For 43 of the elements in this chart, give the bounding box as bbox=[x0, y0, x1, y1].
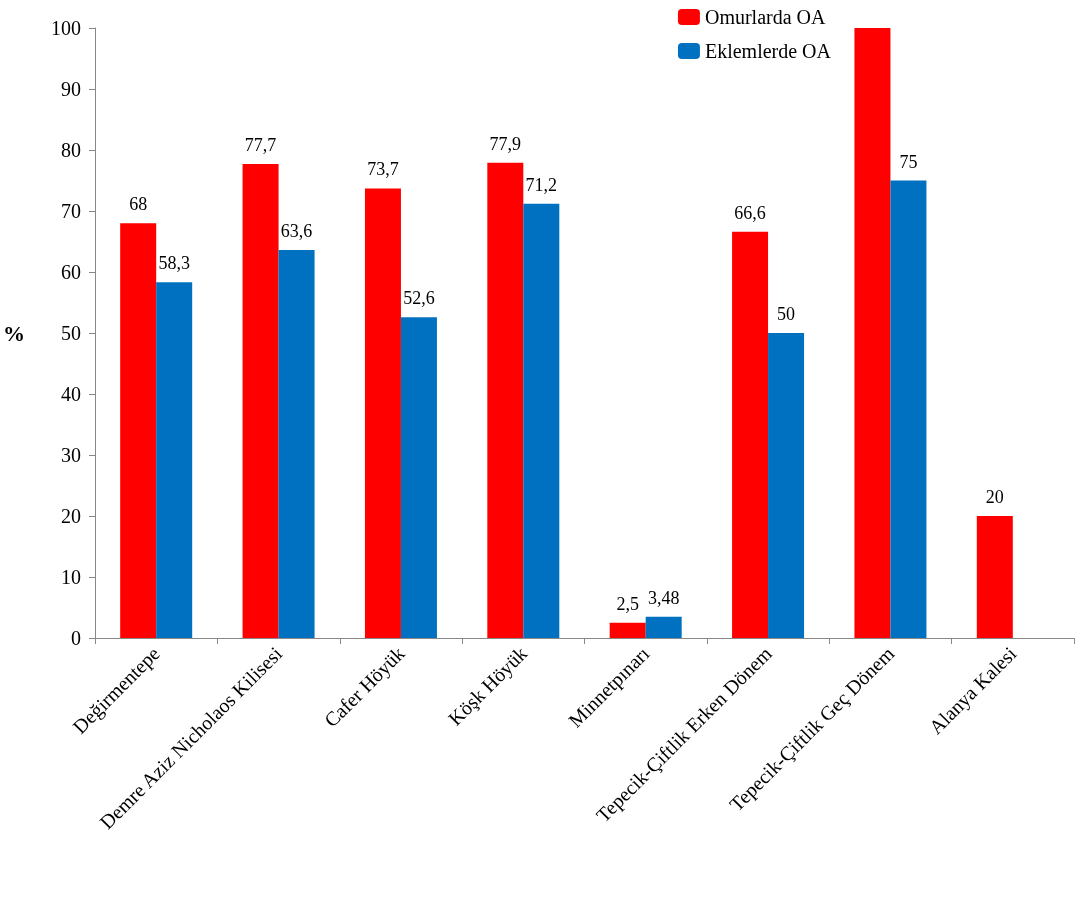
bar bbox=[609, 622, 646, 638]
y-tick-label: 90 bbox=[61, 78, 81, 100]
data-label: 3,48 bbox=[647, 587, 680, 608]
bar bbox=[156, 282, 193, 638]
y-tick-label: 50 bbox=[61, 322, 81, 344]
bar bbox=[242, 164, 279, 638]
bar bbox=[732, 231, 769, 638]
bar bbox=[523, 203, 560, 638]
data-label: 71,2 bbox=[525, 174, 558, 195]
y-tick-label: 20 bbox=[61, 505, 81, 527]
data-label: 77,7 bbox=[244, 135, 277, 156]
data-label: 63,6 bbox=[280, 221, 313, 242]
bar bbox=[364, 188, 401, 638]
bar bbox=[768, 333, 805, 638]
y-tick-label: 10 bbox=[61, 566, 81, 588]
data-label: 75 bbox=[899, 151, 918, 172]
y-tick-label: 40 bbox=[61, 383, 81, 405]
data-label: 50 bbox=[777, 304, 796, 324]
data-label: 20 bbox=[985, 487, 1004, 507]
data-label: 66,6 bbox=[734, 202, 766, 223]
bar bbox=[854, 28, 891, 638]
data-label: 52,6 bbox=[403, 288, 435, 309]
y-tick-label: 30 bbox=[61, 444, 81, 466]
y-tick-label: 60 bbox=[61, 261, 81, 283]
y-tick-label: 80 bbox=[61, 139, 81, 161]
y-tick-label: 100 bbox=[51, 17, 81, 39]
bar bbox=[487, 162, 524, 638]
legend-label: Omurlarda OA bbox=[704, 6, 827, 28]
bar bbox=[890, 180, 927, 638]
bar bbox=[278, 250, 315, 638]
data-label: 77,9 bbox=[489, 133, 522, 154]
data-label: 58,3 bbox=[158, 253, 190, 274]
y-tick-label: 0 bbox=[71, 627, 81, 649]
data-label: 73,7 bbox=[367, 159, 399, 180]
bar bbox=[400, 317, 437, 638]
data-label: 2,5 bbox=[616, 593, 639, 614]
bar bbox=[976, 516, 1013, 638]
data-label: 68 bbox=[129, 194, 148, 215]
y-axis-title: % bbox=[3, 320, 25, 346]
legend-label: Eklemlerde OA bbox=[704, 40, 832, 62]
y-tick-label: 70 bbox=[61, 200, 81, 222]
bar bbox=[120, 223, 157, 638]
bar bbox=[645, 616, 682, 638]
